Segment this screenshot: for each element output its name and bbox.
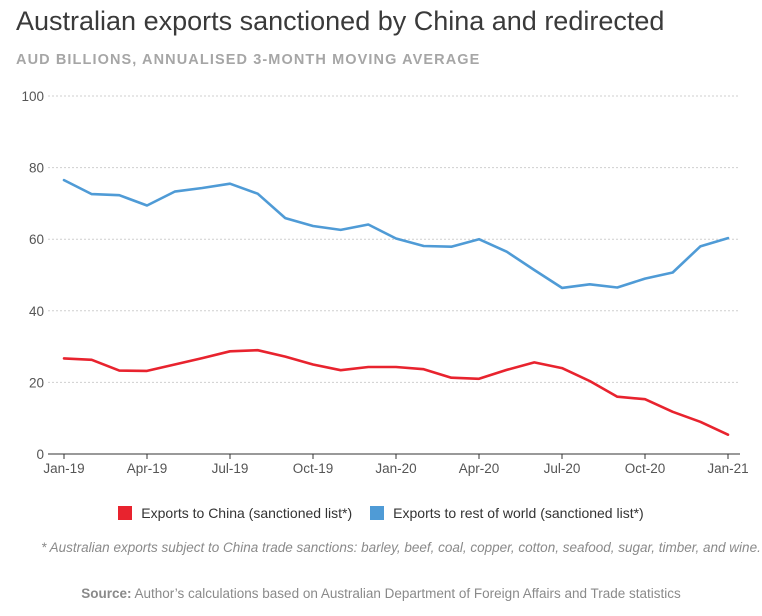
x-tick-label: Jan-21 (707, 461, 748, 476)
x-tick-label: Apr-19 (127, 461, 168, 476)
y-tick-label: 60 (29, 232, 44, 247)
x-tick-label: Oct-19 (293, 461, 334, 476)
source-text: Author’s calculations based on Australia… (131, 586, 681, 601)
y-tick-label: 20 (29, 375, 44, 390)
x-tick-label: Jan-19 (43, 461, 84, 476)
legend-label-china: Exports to China (sanctioned list*) (141, 505, 353, 521)
y-tick-label: 40 (29, 304, 44, 319)
x-tick-label: Jul-19 (212, 461, 249, 476)
x-tick-label: Jan-20 (375, 461, 416, 476)
x-tick-label: Oct-20 (625, 461, 666, 476)
source-note: Source: Author’s calculations based on A… (0, 586, 762, 601)
series-line-china (62, 348, 730, 437)
y-tick-label: 80 (29, 161, 44, 176)
legend-label-rest-of-world: Exports to rest of world (sanctioned lis… (393, 505, 644, 521)
y-tick-label: 0 (36, 447, 44, 462)
chart-subtitle: AUD BILLIONS, ANNUALISED 3-MONTH MOVING … (16, 52, 481, 68)
x-tick-label: Jul-20 (544, 461, 581, 476)
legend-swatch-rest-of-world (370, 506, 385, 520)
legend-item-china: Exports to China (sanctioned list*) (118, 505, 352, 521)
chart-title: Australian exports sanctioned by China a… (16, 6, 665, 36)
footnote: * Australian exports subject to China tr… (41, 540, 761, 555)
legend-item-rest-of-world: Exports to rest of world (sanctioned lis… (370, 505, 644, 521)
y-tick-label: 100 (21, 89, 44, 104)
source-label: Source: (81, 586, 132, 601)
legend-swatch-china (118, 506, 133, 520)
legend: Exports to China (sanctioned list*) Expo… (0, 505, 762, 521)
series-line-rest-of-world (62, 178, 730, 290)
x-tick-label: Apr-20 (459, 461, 500, 476)
